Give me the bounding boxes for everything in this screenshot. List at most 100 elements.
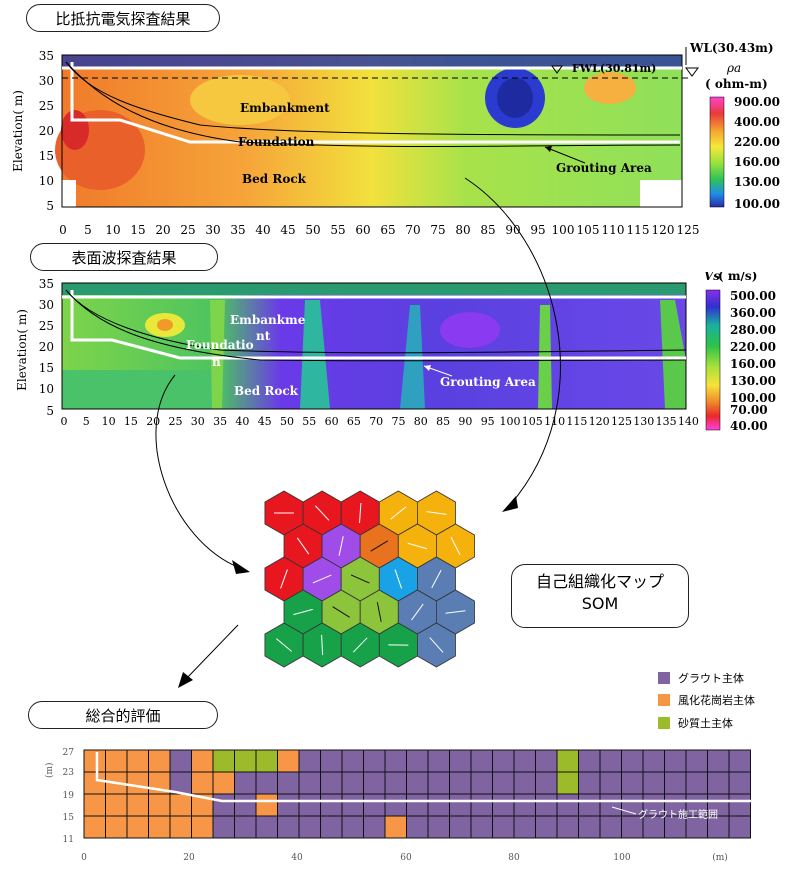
surface-wave-x-tick: 110 [544,415,565,428]
svg-text:40: 40 [291,853,303,863]
evaluation-cell [341,771,364,795]
surface-wave-x-tick: 5 [83,415,90,428]
surface-wave-x-tick: 125 [611,415,632,428]
surface-wave-x-tick: 140 [678,415,699,428]
resistivity-title: 比抵抗電気探査結果 [26,4,220,32]
evaluation-cell [148,749,171,773]
surface-wave-x-tick: 75 [392,415,406,428]
evaluation-cell [513,815,536,839]
som-vector [321,634,324,656]
evaluation-cell [427,793,450,817]
evaluation-cell [728,793,751,817]
evaluation-cell [621,771,644,795]
resistivity-x-tick: 65 [380,223,395,237]
svg-text:360.00: 360.00 [730,306,776,320]
evaluation-cell [212,793,235,817]
svg-text:130.00: 130.00 [730,374,776,388]
svg-text:100.00: 100.00 [730,391,776,405]
evaluation-cell [642,771,665,795]
sw-foundation-label-1: Foundatio [186,338,254,352]
evaluation-cell [298,815,321,839]
evaluation-x-axis: 0 20 40 60 80 100 (m) [81,852,728,863]
resistivity-color-bar [709,96,725,208]
evaluation-cell [470,815,493,839]
evaluation-cell [470,749,493,773]
evaluation-cell [406,793,429,817]
evaluation-cell [728,749,751,773]
evaluation-cell [83,793,106,817]
evaluation-cell [599,815,622,839]
evaluation-cell [277,815,300,839]
resistivity-x-tick: 25 [180,223,195,237]
surface-wave-x-tick: 40 [235,415,249,428]
evaluation-cell [212,771,235,795]
evaluation-cell [599,793,622,817]
surface-wave-y-axis: 35 30 25 20 15 10 5 [39,277,54,418]
evaluation-cell [406,815,429,839]
som-vector [296,537,310,555]
resistivity-x-tick: 50 [305,223,320,237]
evaluation-cell [126,815,149,839]
resistivity-legend-symbol: ρa [726,61,741,75]
resistivity-x-tick: 60 [355,223,370,237]
surface-wave-x-tick: 100 [500,415,521,428]
evaluation-cell [363,815,386,839]
resistivity-legend-values: 900.00 400.00 220.00 160.00 130.00 100.0… [734,95,780,211]
evaluation-cell [406,771,429,795]
som-vector [450,536,461,556]
legend-swatch-sand [658,717,670,729]
sw-embankment-label-2: nt [256,329,271,343]
som-vector [312,574,332,584]
evaluation-cell [685,749,708,773]
resistivity-x-tick: 15 [130,223,145,237]
legend-swatch-grout [658,672,670,684]
surface-wave-x-tick: 25 [169,415,183,428]
legend-sandy-soil: 砂質土主体 [658,715,733,731]
som-vector [407,542,428,550]
grouting-area-label: Grouting Area [556,161,652,175]
som-vector [338,536,344,556]
wl-label: WL(30.43m) [689,41,774,55]
svg-text:27: 27 [63,748,75,758]
som-vector [394,569,403,589]
evaluation-cell [234,793,257,817]
som-grid [264,490,475,668]
evaluation-cell [105,793,128,817]
surface-wave-x-tick: 85 [436,415,450,428]
surface-wave-x-tick: 50 [280,415,294,428]
evaluation-cell [126,771,149,795]
evaluation-cell [169,749,192,773]
evaluation-cell [255,793,278,817]
evaluation-cell [728,771,751,795]
surface-wave-x-tick: 105 [522,415,543,428]
evaluation-cell [363,793,386,817]
som-vector [429,637,444,653]
svg-text:400.00: 400.00 [734,115,780,129]
som-label-line2: SOM [581,594,619,613]
surface-wave-y-tick: 15 [39,361,54,375]
evaluation-cell [556,771,579,795]
surface-wave-x-tick: 60 [325,415,339,428]
evaluation-cell [320,815,343,839]
evaluation-cell [427,771,450,795]
evaluation-cell [277,771,300,795]
surface-wave-x-tick: 30 [191,415,205,428]
evaluation-cell [578,749,601,773]
surface-wave-x-tick: 135 [656,415,677,428]
evaluation-cell [83,749,106,773]
evaluation-cell [126,793,149,817]
resistivity-legend-unit: ( ohm-m) [705,77,768,91]
evaluation-cell [492,815,515,839]
resistivity-x-axis: 0 5 10 15 20 25 30 35 40 45 50 55 60 65 70 75 80 85 90 95 10… [59,223,699,237]
evaluation-cell [212,749,235,773]
evaluation-cell [169,815,192,839]
evaluation-cell [169,793,192,817]
svg-text:130.00: 130.00 [734,175,780,189]
surface-wave-x-tick: 115 [566,415,587,428]
evaluation-cell [470,793,493,817]
resistivity-x-tick: 5 [84,223,92,237]
surface-wave-x-tick: 55 [302,415,316,428]
surface-wave-x-tick: 15 [124,415,138,428]
evaluation-cell [664,749,687,773]
